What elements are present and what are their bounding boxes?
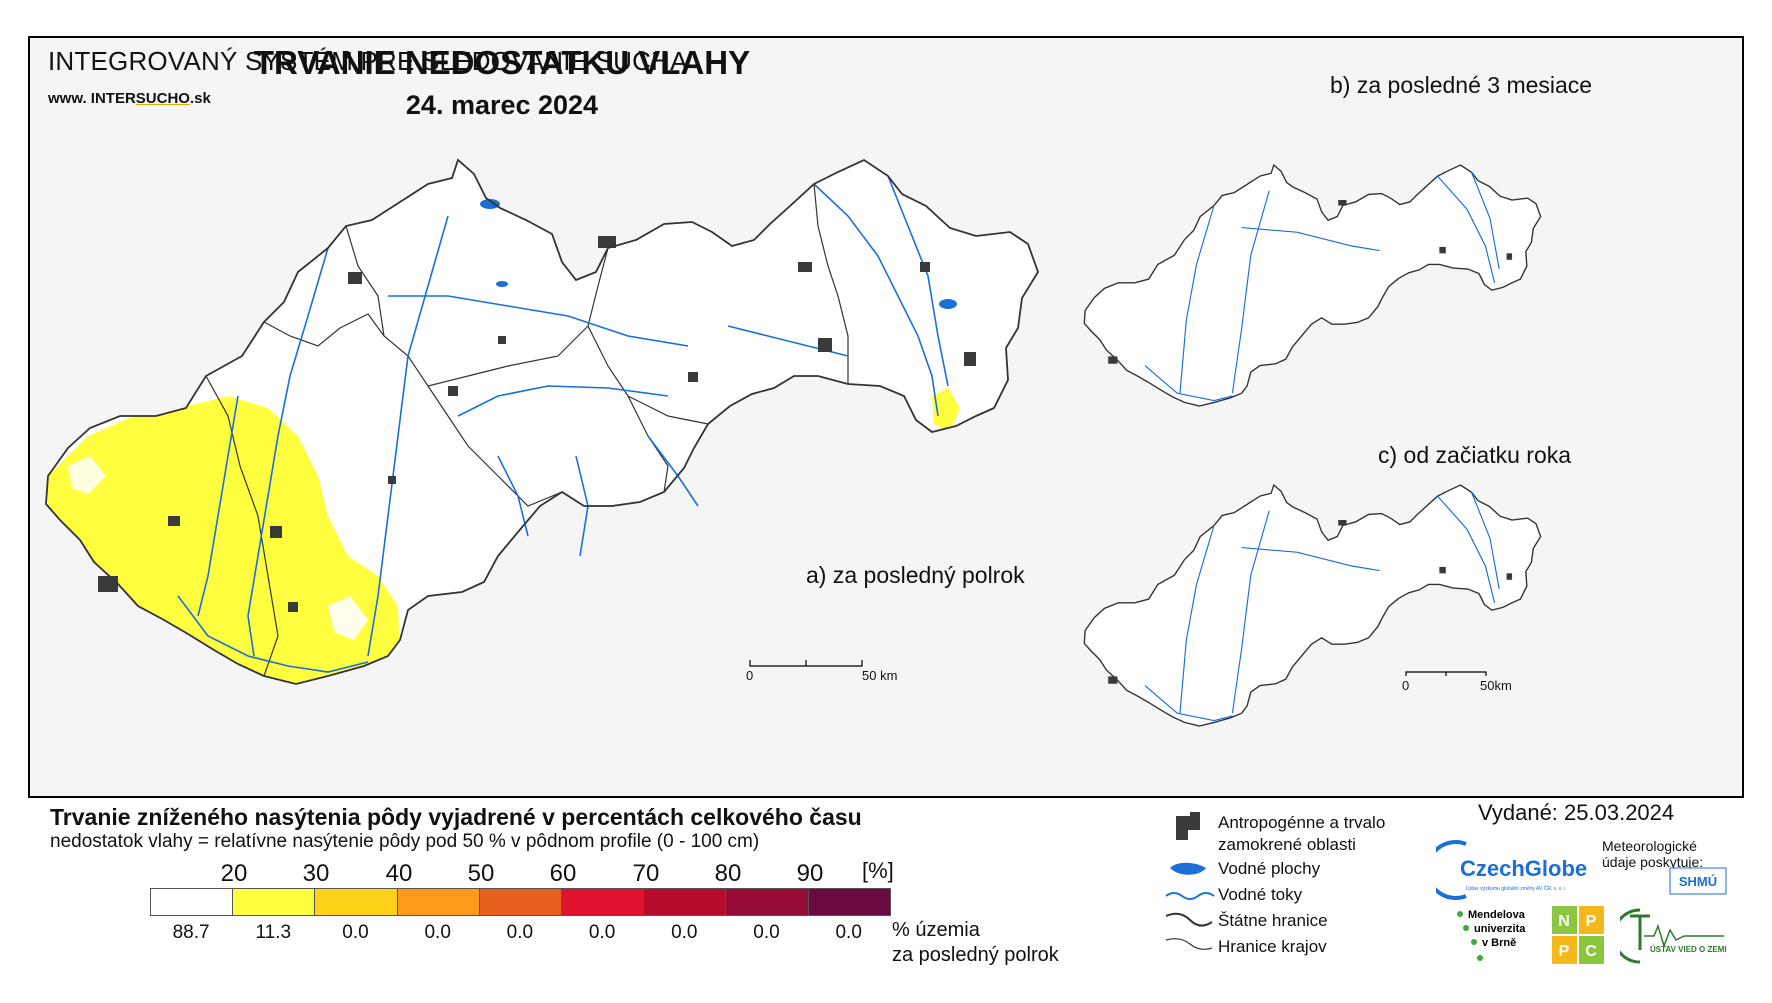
river-icon [1165, 892, 1215, 900]
water-body-icon [1170, 862, 1206, 875]
key-river-label: Vodné toky [1218, 885, 1303, 904]
legend-swatch [232, 888, 316, 916]
legend-tick: 70 [632, 860, 660, 887]
legend-title: Trvanie zníženého nasýtenia pôdy vyjadre… [50, 804, 862, 830]
legend-percent-value: 0.0 [342, 922, 369, 943]
legend-swatch [150, 888, 234, 916]
legend-tick: 60 [549, 860, 577, 887]
meteo-credit: Meteorologické údaje poskytuje: [1602, 838, 1704, 870]
nppc-p2: P [1559, 943, 1570, 960]
map-date: 24. marec 2024 [405, 90, 599, 120]
legend-percent-value: 88.7 [172, 922, 210, 943]
legend-percent-label: % územia za posledný polrok [892, 918, 1092, 968]
legend-swatch [478, 888, 562, 916]
website-highlight: SUCHO [135, 90, 190, 107]
key-state-border-label: Štátne hranice [1218, 911, 1328, 930]
inset-scale-start: 0 [1402, 678, 1410, 693]
mendel-line3: v Brně [1482, 937, 1516, 949]
legend-swatch [725, 888, 809, 916]
czechglobe-text: CzechGlobe [1460, 856, 1587, 881]
shmu-text: SHMÚ [1679, 874, 1717, 889]
inset-c-label: c) od začiatku roka [1378, 442, 1572, 468]
legend-unit: [%] [862, 858, 894, 883]
legend-tick: 20 [220, 860, 248, 887]
legend-tick: 30 [302, 860, 330, 887]
main-map-label: a) za posledný polrok [806, 562, 1025, 588]
key-region-border-label: Hranice krajov [1218, 937, 1327, 956]
legend-subtitle: nedostatok vlahy = relatívne nasýtenie p… [50, 831, 760, 852]
main-map [45, 159, 1039, 685]
main-scale-start: 0 [746, 668, 754, 683]
legend-percent-value: 0.0 [588, 922, 616, 943]
legend-percent-label-2: za posledný polrok [892, 944, 1059, 966]
legend-percent-value: 0.0 [835, 922, 862, 943]
legend-tick: 80 [714, 860, 742, 887]
inset-scale-end: 50km [1480, 678, 1512, 693]
legend-tick: 90 [796, 860, 824, 887]
legend-swatch [561, 888, 645, 916]
inset-b-label: b) za posledné 3 mesiace [1330, 72, 1593, 98]
legend-percent-value: 0.0 [671, 922, 698, 943]
legend-percent-value: 0.0 [506, 922, 534, 943]
state-border-icon [1165, 912, 1213, 927]
inset-scale-bar [1405, 671, 1487, 676]
system-title: INTEGROVANÝ SYSTÉM PRE SLEDOVANIE SUCHA [48, 46, 688, 76]
website-link[interactable]: www. INTERSUCHO.sk [48, 90, 211, 107]
main-scale-bar [749, 660, 863, 667]
uvz-text: ÚSTAV VIED O ZEMI [1650, 945, 1727, 954]
inset-map-c [1083, 484, 1542, 727]
urban-area-icon [1176, 812, 1200, 840]
nppc-c: C [1585, 943, 1597, 960]
legend-percent-value: 11.3 [255, 922, 292, 943]
key-urban-label-2: zamokrené oblasti [1218, 835, 1356, 854]
legend-percent-value: 0.0 [424, 922, 451, 943]
inset-map-b [1083, 164, 1542, 407]
legend-swatch [807, 888, 891, 916]
nppc-p1: P [1586, 913, 1597, 930]
legend-percent-value: 0.0 [753, 922, 780, 943]
legend-percent-label-1: % územia [892, 919, 980, 941]
mendel-line1: Mendelova [1468, 909, 1526, 921]
legend-tick: 40 [385, 860, 413, 887]
nppc-n: N [1558, 913, 1570, 930]
issued-date: Vydané: 25.03.2024 [1478, 800, 1675, 825]
legend-tick: 50 [467, 860, 495, 887]
legend-key-icons [1165, 812, 1215, 950]
czechglobe-logo: CzechGlobe Ústav výzkumu globální změny … [1436, 840, 1587, 900]
website-suffix: .sk [189, 90, 211, 107]
water-bodies [480, 199, 957, 309]
key-water-label: Vodné plochy [1218, 859, 1321, 878]
shmu-logo: SHMÚ [1669, 867, 1727, 895]
key-urban-label-1: Antropogénne a trvalo [1218, 813, 1386, 832]
key-urban-label: Antropogénne a trvalo zamokrené oblasti [1218, 812, 1385, 856]
main-scale-end: 50 km [862, 668, 898, 683]
legend-swatch [314, 888, 398, 916]
uvz-logo: ÚSTAV VIED O ZEMI [1620, 908, 1727, 964]
website-prefix: www. INTER [48, 90, 136, 107]
map-title: TRVANIE NEDOSTATKU VLAHY [253, 44, 751, 81]
czechglobe-subtext: Ústav výzkumu globální změny AV ČR, v. v… [1466, 885, 1566, 892]
mendel-logo: Mendelova univerzita v Brně [1457, 909, 1526, 961]
map-canvas [45, 159, 1542, 727]
legend-swatch [643, 888, 727, 916]
region-border-icon [1165, 938, 1213, 950]
mendel-line2: univerzita [1474, 923, 1526, 935]
legend-swatch [396, 888, 480, 916]
nppc-logo: N P P C [1552, 906, 1604, 964]
